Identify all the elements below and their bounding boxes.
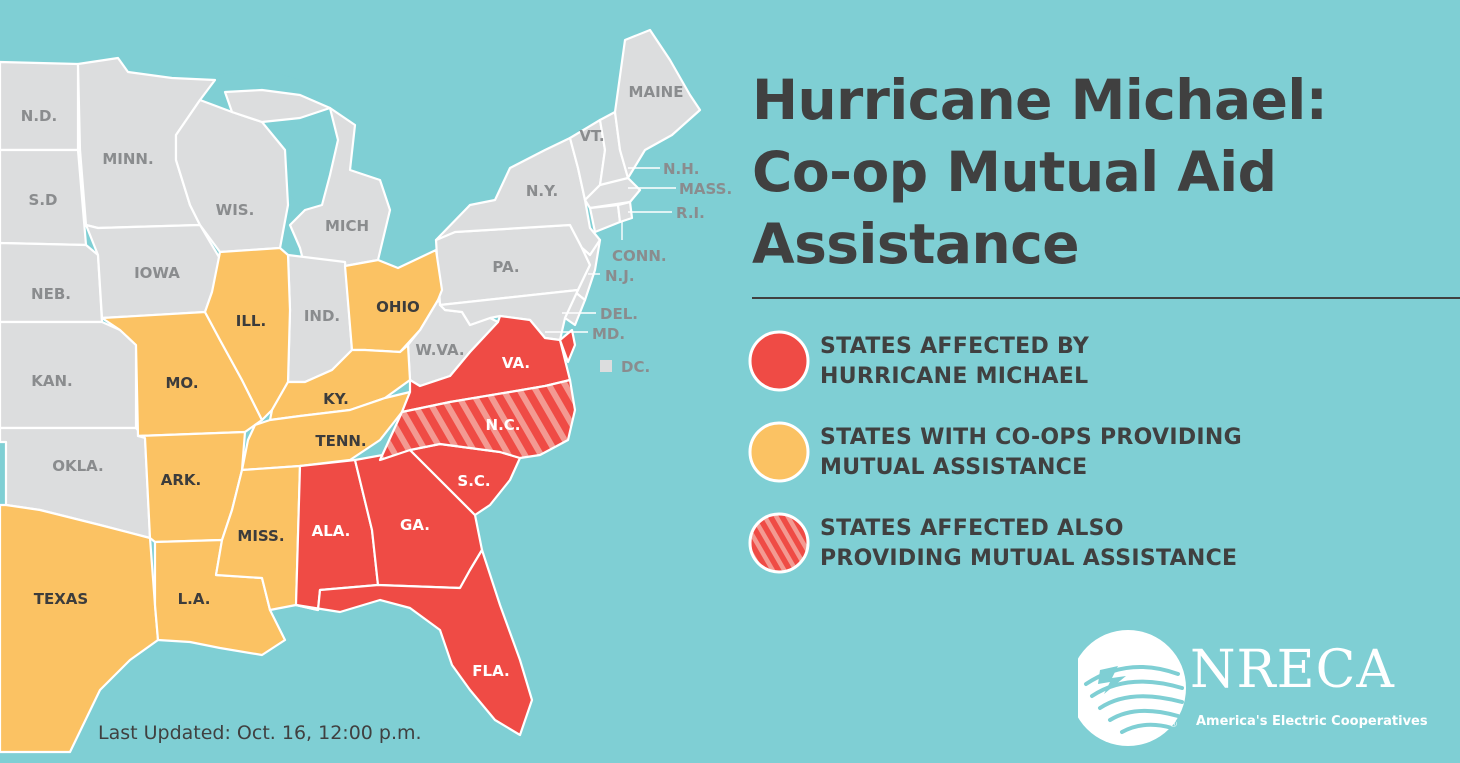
label-okla: OKLA. — [52, 457, 104, 475]
state-nd — [0, 60, 80, 152]
label-wis: WIS. — [216, 201, 255, 219]
legend-label-both: STATES AFFECTED ALSO PROVIDING MUTUAL AS… — [820, 516, 1238, 571]
label-la: L.A. — [178, 590, 211, 608]
label-sc: S.C. — [457, 472, 490, 490]
state-fla — [294, 548, 534, 737]
label-nc: N.C. — [486, 416, 521, 434]
label-miss: MISS. — [237, 527, 284, 545]
label-ind: IND. — [304, 307, 340, 325]
logo-registered-mark: ® — [1169, 720, 1178, 730]
state-ill — [203, 246, 292, 422]
label-ala: ALA. — [312, 522, 351, 540]
state-wis — [174, 98, 290, 254]
label-ark: ARK. — [161, 471, 201, 489]
logo-tagline: America's Electric Cooperatives — [1196, 714, 1428, 729]
state-maine — [613, 28, 702, 180]
lake-michigan — [288, 95, 338, 210]
label-ill: ILL. — [236, 312, 266, 330]
label-neb: NEB. — [31, 285, 71, 303]
label-ohio: OHIO — [376, 298, 420, 316]
state-nc — [378, 378, 577, 462]
label-del: DEL. — [600, 305, 638, 323]
label-tenn: TENN. — [315, 432, 366, 450]
label-kan: KAN. — [31, 372, 72, 390]
label-maine: MAINE — [629, 83, 684, 101]
logo-wordmark: NRECA — [1190, 640, 1395, 700]
label-nh: N.H. — [663, 160, 700, 178]
label-wva: W.VA. — [415, 341, 464, 359]
label-ga: GA. — [400, 516, 430, 534]
label-sd: S.D — [29, 191, 58, 209]
dc-marker — [600, 360, 612, 372]
label-nj: N.J. — [605, 267, 635, 285]
label-md: MD. — [592, 325, 625, 343]
title-divider — [752, 297, 1460, 299]
last-updated-text: Last Updated: Oct. 16, 12:00 p.m. — [98, 722, 422, 744]
label-mass: MASS. — [679, 180, 732, 198]
label-ky: KY. — [323, 390, 349, 408]
legend-label-providing: STATES WITH CO-OPS PROVIDING MUTUAL ASSI… — [820, 425, 1242, 480]
label-pa: PA. — [492, 258, 519, 276]
title-line-2: Co-op Mutual Aid — [752, 140, 1277, 204]
state-ri — [616, 200, 634, 224]
leader-lines — [545, 167, 676, 333]
us-eastern-states-map: N.D. S.D NEB. KAN. OKLA. TEXAS MINN. IOW… — [0, 28, 732, 754]
legend-swatch-both — [748, 512, 810, 574]
label-nd: N.D. — [21, 107, 57, 125]
legend-swatch-affected — [748, 330, 810, 392]
nreca-logo-icon — [1078, 630, 1186, 746]
label-conn: CONN. — [612, 247, 667, 265]
label-ri: R.I. — [676, 204, 705, 222]
title-line-1: Hurricane Michael: — [752, 68, 1328, 132]
title-line-3: Assistance — [752, 212, 1080, 276]
label-vt: VT. — [579, 127, 604, 145]
label-ny: N.Y. — [526, 182, 558, 200]
label-dc: DC. — [621, 358, 650, 376]
label-fla: FLA. — [472, 662, 509, 680]
label-mo: MO. — [165, 374, 198, 392]
state-tenn — [240, 390, 412, 472]
label-texas: TEXAS — [34, 590, 88, 608]
state-neb — [0, 241, 104, 324]
label-va: VA. — [502, 354, 530, 372]
legend-swatch-providing — [748, 421, 810, 483]
page-title: Hurricane Michael: Co-op Mutual Aid Assi… — [752, 64, 1452, 280]
state-mich-up — [223, 88, 332, 124]
label-iowa: IOWA — [134, 264, 180, 282]
legend-label-affected: STATES AFFECTED BY HURRICANE MICHAEL — [820, 334, 1090, 389]
state-va-shore — [558, 328, 577, 364]
label-minn: MINN. — [102, 150, 153, 168]
state-conn — [588, 203, 622, 234]
label-mich: MICH — [325, 217, 369, 235]
state-texas — [0, 503, 160, 754]
lake-superior — [215, 68, 300, 95]
